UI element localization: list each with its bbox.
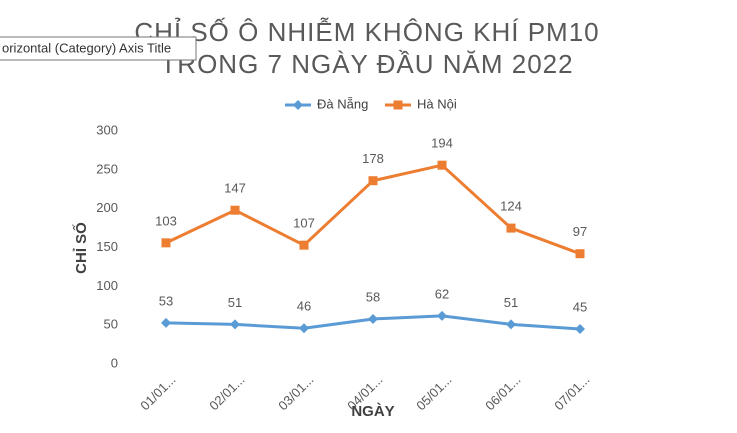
- y-tick-label: 200: [96, 200, 118, 215]
- data-label: 103: [155, 213, 177, 228]
- x-tick-label: 07/01...: [551, 372, 592, 413]
- x-tick-label: 01/01...: [137, 372, 178, 413]
- data-label: 62: [435, 286, 449, 301]
- data-label: 107: [293, 216, 315, 231]
- marker: [299, 240, 309, 250]
- marker: [506, 223, 516, 233]
- y-tick-label: 0: [111, 355, 118, 370]
- x-tick-label: 02/01...: [206, 372, 247, 413]
- tooltip-box: [0, 36, 197, 61]
- legend-marker: [393, 100, 403, 110]
- data-label: 194: [431, 136, 453, 151]
- y-axis-title: CHỈ SỐ: [72, 222, 90, 274]
- marker: [575, 324, 585, 335]
- marker: [161, 238, 171, 248]
- marker: [161, 317, 171, 328]
- y-tick-label: 50: [104, 317, 118, 332]
- tooltip-text: orizontal (Category) Axis Title: [2, 40, 171, 55]
- data-label: 45: [573, 299, 587, 314]
- legend-marker: [293, 100, 303, 110]
- marker: [368, 313, 378, 324]
- data-label: 58: [366, 289, 380, 304]
- chart-title: TRONG 7 NGÀY ĐẦU NĂM 2022: [160, 49, 573, 79]
- x-axis-title: NGÀY: [351, 403, 394, 420]
- chart-title: CHỈ SỐ Ô NHIỄM KHÔNG KHÍ PM10: [134, 17, 599, 47]
- marker: [230, 319, 240, 330]
- marker: [506, 319, 516, 330]
- y-tick-label: 250: [96, 161, 118, 176]
- data-label: 97: [573, 224, 587, 239]
- marker: [437, 160, 447, 170]
- data-label: 124: [500, 199, 522, 214]
- marker: [575, 249, 585, 259]
- data-label: 46: [297, 299, 311, 314]
- legend-label: Hà Nội: [417, 96, 457, 111]
- marker: [230, 205, 240, 215]
- data-label: 147: [224, 181, 246, 196]
- y-tick-label: 100: [96, 278, 118, 293]
- x-tick-label: 05/01...: [413, 372, 454, 413]
- marker: [299, 323, 309, 334]
- marker: [437, 310, 447, 321]
- data-label: 178: [362, 151, 384, 166]
- data-label: 53: [159, 293, 173, 308]
- tooltip: orizontal (Category) Axis Title: [0, 36, 197, 61]
- data-label: 51: [504, 295, 518, 310]
- legend-label: Đà Nẵng: [317, 96, 368, 111]
- x-tick-label: 03/01...: [275, 372, 316, 413]
- marker: [368, 176, 378, 186]
- y-tick-label: 150: [96, 239, 118, 254]
- data-label: 51: [228, 295, 242, 310]
- y-tick-label: 300: [96, 122, 118, 137]
- x-tick-label: 06/01...: [482, 372, 523, 413]
